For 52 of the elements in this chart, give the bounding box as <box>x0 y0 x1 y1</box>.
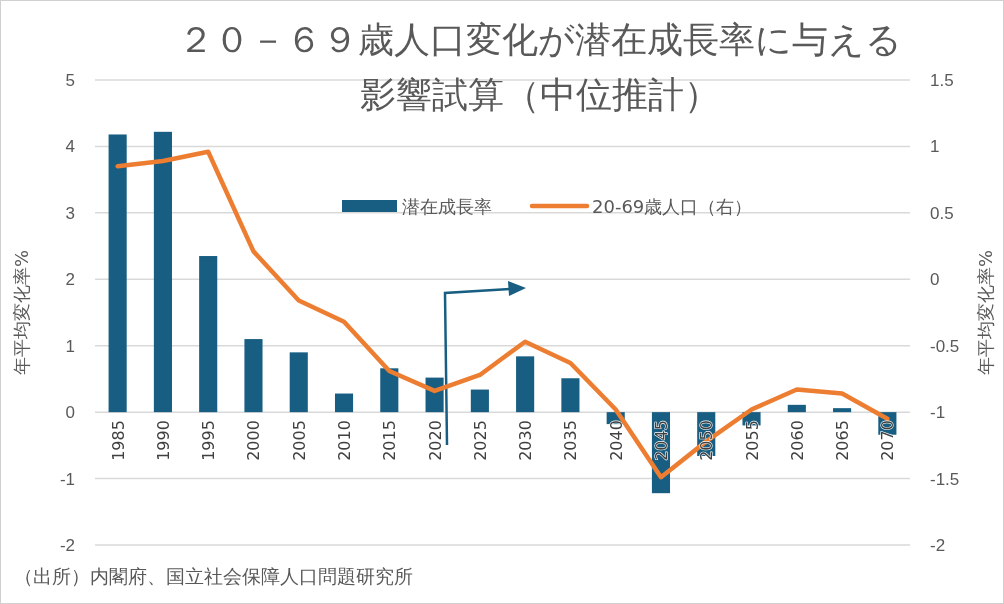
bar <box>244 339 263 413</box>
x-tick-label: 2025 <box>470 420 490 461</box>
y-tick-label: 5 <box>65 70 75 90</box>
y2-tick-label: 0 <box>930 270 940 290</box>
x-tick-label: 2060 <box>787 420 807 461</box>
legend-label: 20-69歳人口（右） <box>592 196 753 217</box>
x-tick-label: 2015 <box>380 420 400 461</box>
x-tick-label: 2040 <box>606 420 626 461</box>
y2-tick-label: 1 <box>930 137 940 157</box>
y-tick-label: 0 <box>65 403 75 423</box>
x-tick-label: 2045 <box>651 420 671 461</box>
bar <box>833 408 852 413</box>
y2-tick-label: -0.5 <box>930 336 960 356</box>
x-tick-label: 2035 <box>561 420 581 461</box>
bar <box>561 378 580 413</box>
legend-label: 潜在成長率 <box>402 196 492 217</box>
x-tick-label: 1995 <box>199 420 219 461</box>
y-tick-label: 4 <box>65 137 75 157</box>
bar <box>153 131 172 413</box>
bar <box>516 356 535 413</box>
y2-axis-title: 年平均変化率% <box>975 249 996 376</box>
x-tick-label: 2055 <box>742 420 762 461</box>
x-tick-label: 1990 <box>153 420 173 461</box>
y-tick-label: 2 <box>65 270 75 290</box>
x-tick-label: 2005 <box>289 420 309 461</box>
bar <box>470 389 489 413</box>
bar <box>289 352 308 413</box>
x-tick-label: 2020 <box>425 420 445 461</box>
text: （出所）内閣府、国立社会保障人口問題研究所 <box>14 565 413 587</box>
y-tick-label: -2 <box>59 535 75 555</box>
y2-tick-label: 0.5 <box>930 203 954 223</box>
y2-tick-label: -1.5 <box>930 469 960 489</box>
y2-tick-label: 1.5 <box>930 70 954 90</box>
bar <box>380 368 399 413</box>
x-tick-label: 2000 <box>244 420 264 461</box>
x-tick-label: 2065 <box>833 420 853 461</box>
bar <box>199 256 218 413</box>
bar <box>787 404 806 413</box>
bar <box>334 393 354 413</box>
x-tick-label: 1985 <box>108 420 128 461</box>
bar <box>108 134 127 413</box>
y-axis-title: 年平均変化率% <box>11 249 32 376</box>
x-tick-label: 2070 <box>878 420 898 461</box>
chart-title: ２０－６９歳人口変化が潜在成長率に与える影響試算（中位推計） <box>178 19 902 115</box>
y2-tick-label: -2 <box>930 535 946 555</box>
x-tick-label: 2050 <box>697 420 717 461</box>
y-tick-label: -1 <box>59 469 75 489</box>
x-tick-label: 2010 <box>335 420 355 461</box>
x-tick-label: 2030 <box>516 420 536 461</box>
y-tick-label: 3 <box>65 203 75 223</box>
y-tick-label: 1 <box>65 336 75 356</box>
y2-tick-label: -1 <box>930 403 946 423</box>
